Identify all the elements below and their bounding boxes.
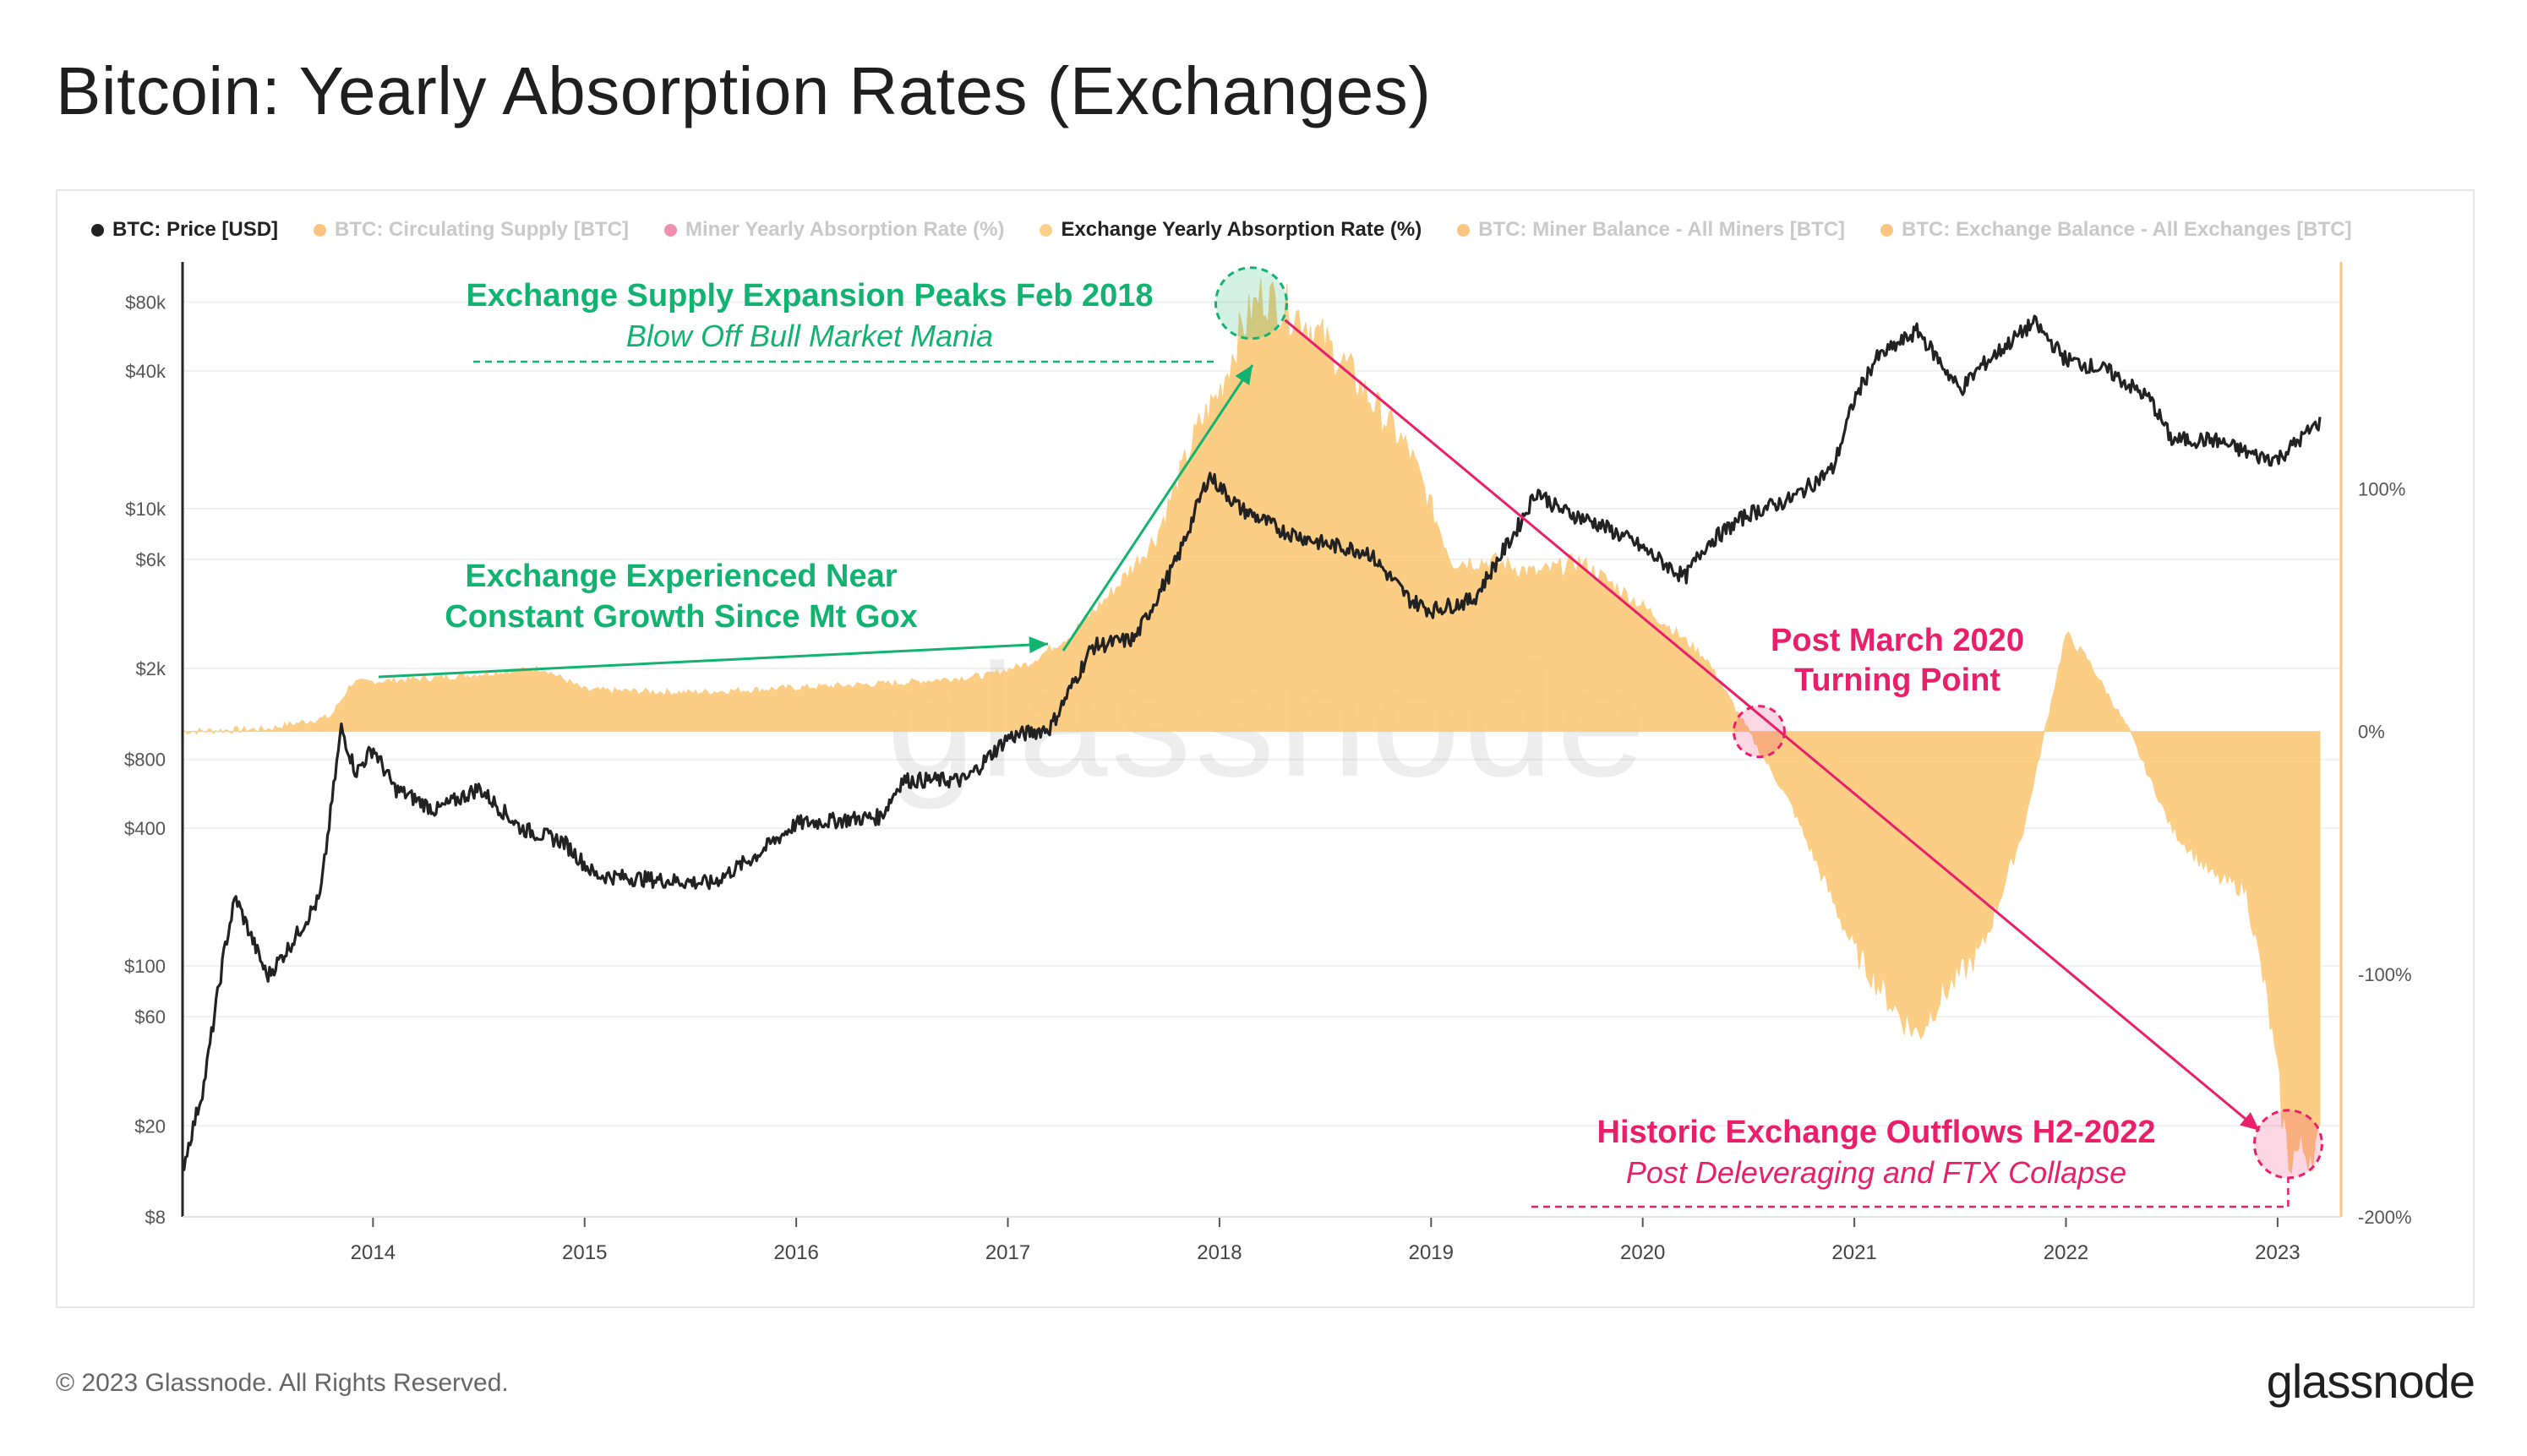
- y-left-tick-label: $100: [124, 956, 166, 977]
- y-left-tick-label: $40k: [125, 361, 166, 382]
- x-tick-label: 2019: [1409, 1241, 1454, 1264]
- annotation-growth-arrow-head: [1029, 636, 1048, 654]
- annotation-growth-arrow: [378, 642, 1049, 679]
- y-left-tick-label: $400: [124, 818, 166, 839]
- y-left-tick-label: $8: [145, 1207, 166, 1228]
- x-tick-label: 2021: [1831, 1241, 1876, 1264]
- chart-legend: BTC: Price [USD] BTC: Circulating Supply…: [91, 213, 2458, 247]
- annotation-turning-title: Post March 2020: [1771, 623, 2024, 658]
- annotation-growth-title: Exchange Experienced Near: [465, 559, 897, 594]
- legend-label: BTC: Circulating Supply [BTC]: [335, 218, 630, 241]
- x-tick-label: 2016: [773, 1241, 818, 1264]
- annotation-peak-arrow-head: [1235, 365, 1253, 385]
- y-left-tick-label: $10k: [125, 499, 166, 520]
- annotation-peak-arrow: [1062, 364, 1254, 652]
- x-tick-label: 2014: [351, 1241, 396, 1264]
- legend-item-exchange-absorption[interactable]: Exchange Yearly Absorption Rate (%): [1040, 218, 1422, 242]
- y-right-tick-label: -200%: [2358, 1207, 2412, 1228]
- annotation-peak-subtitle: Blow Off Bull Market Mania: [626, 319, 993, 353]
- annotation-decline-arrow-head: [2240, 1112, 2260, 1131]
- legend-label: BTC: Exchange Balance - All Exchanges [B…: [1902, 218, 2352, 241]
- price-series: [181, 314, 2322, 1171]
- legend-label: Miner Yearly Absorption Rate (%): [685, 218, 1005, 241]
- legend-dot-icon: [91, 223, 104, 237]
- legend-item-miner-balance[interactable]: BTC: Miner Balance - All Miners [BTC]: [1457, 218, 1845, 242]
- legend-label: BTC: Price [USD]: [112, 218, 279, 241]
- legend-dot-icon: [1457, 223, 1471, 237]
- glassnode-logo: glassnode: [2266, 1355, 2475, 1408]
- x-tick-label: 2023: [2255, 1241, 2300, 1264]
- annotation-decline-arrow: [1284, 319, 2261, 1132]
- annotation-turning-subtitle: Turning Point: [1794, 663, 2000, 698]
- y-right-tick-label: 0%: [2358, 722, 2385, 743]
- exchange-absorption-area: [182, 278, 2321, 1175]
- legend-dot-icon: [664, 223, 678, 237]
- exchange-absorption-series: [182, 278, 2321, 1175]
- legend-dot-icon: [1040, 223, 1053, 237]
- legend-item-exchange-balance[interactable]: BTC: Exchange Balance - All Exchanges [B…: [1880, 218, 2352, 242]
- legend-label: BTC: Miner Balance - All Miners [BTC]: [1478, 218, 1846, 241]
- x-tick-label: 2018: [1197, 1241, 1242, 1264]
- page-title: Bitcoin: Yearly Absorption Rates (Exchan…: [56, 53, 1432, 128]
- y-left-tick-label: $20: [134, 1115, 166, 1137]
- annotations: Exchange Supply Expansion Peaks Feb 2018…: [378, 266, 2323, 1208]
- annotation-outflows-subtitle: Post Deleveraging and FTX Collapse: [1626, 1155, 2126, 1190]
- legend-dot-icon: [1880, 223, 1894, 237]
- y-left-tick-label: $2k: [136, 658, 166, 679]
- legend-label: Exchange Yearly Absorption Rate (%): [1061, 218, 1422, 241]
- annotation-outflows-circle: [2252, 1109, 2323, 1180]
- annotation-peak-circle: [1214, 266, 1288, 341]
- y-right-tick-label: -100%: [2358, 964, 2412, 985]
- x-tick-label: 2015: [562, 1241, 607, 1264]
- legend-item-circulating-supply[interactable]: BTC: Circulating Supply [BTC]: [314, 218, 629, 242]
- y-left-tick-label: $60: [134, 1006, 166, 1028]
- legend-item-price[interactable]: BTC: Price [USD]: [91, 218, 278, 242]
- x-tick-label: 2017: [985, 1241, 1030, 1264]
- annotation-peak-title: Exchange Supply Expansion Peaks Feb 2018: [466, 278, 1153, 314]
- y-left-tick-label: $800: [124, 750, 166, 771]
- x-tick-label: 2020: [1620, 1241, 1665, 1264]
- x-tick-label: 2022: [2044, 1241, 2088, 1264]
- axes: $8 $20 $60 $100 $400 $800 $2k $6k $10k $40k $80k 10…: [124, 262, 2412, 1264]
- y-right-tick-label: 100%: [2358, 478, 2405, 499]
- legend-dot-icon: [314, 223, 327, 237]
- copyright-footer: © 2023 Glassnode. All Rights Reserved.: [56, 1369, 509, 1397]
- y-left-tick-label: $80k: [125, 292, 166, 313]
- legend-item-miner-absorption[interactable]: Miner Yearly Absorption Rate (%): [664, 218, 1004, 242]
- annotation-turning-circle: [1732, 705, 1786, 759]
- price-line: [181, 314, 2322, 1171]
- annotation-growth-subtitle: Constant Growth Since Mt Gox: [445, 599, 917, 635]
- y-left-tick-label: $6k: [136, 549, 166, 570]
- annotation-outflows-title: Historic Exchange Outflows H2-2022: [1597, 1115, 2156, 1150]
